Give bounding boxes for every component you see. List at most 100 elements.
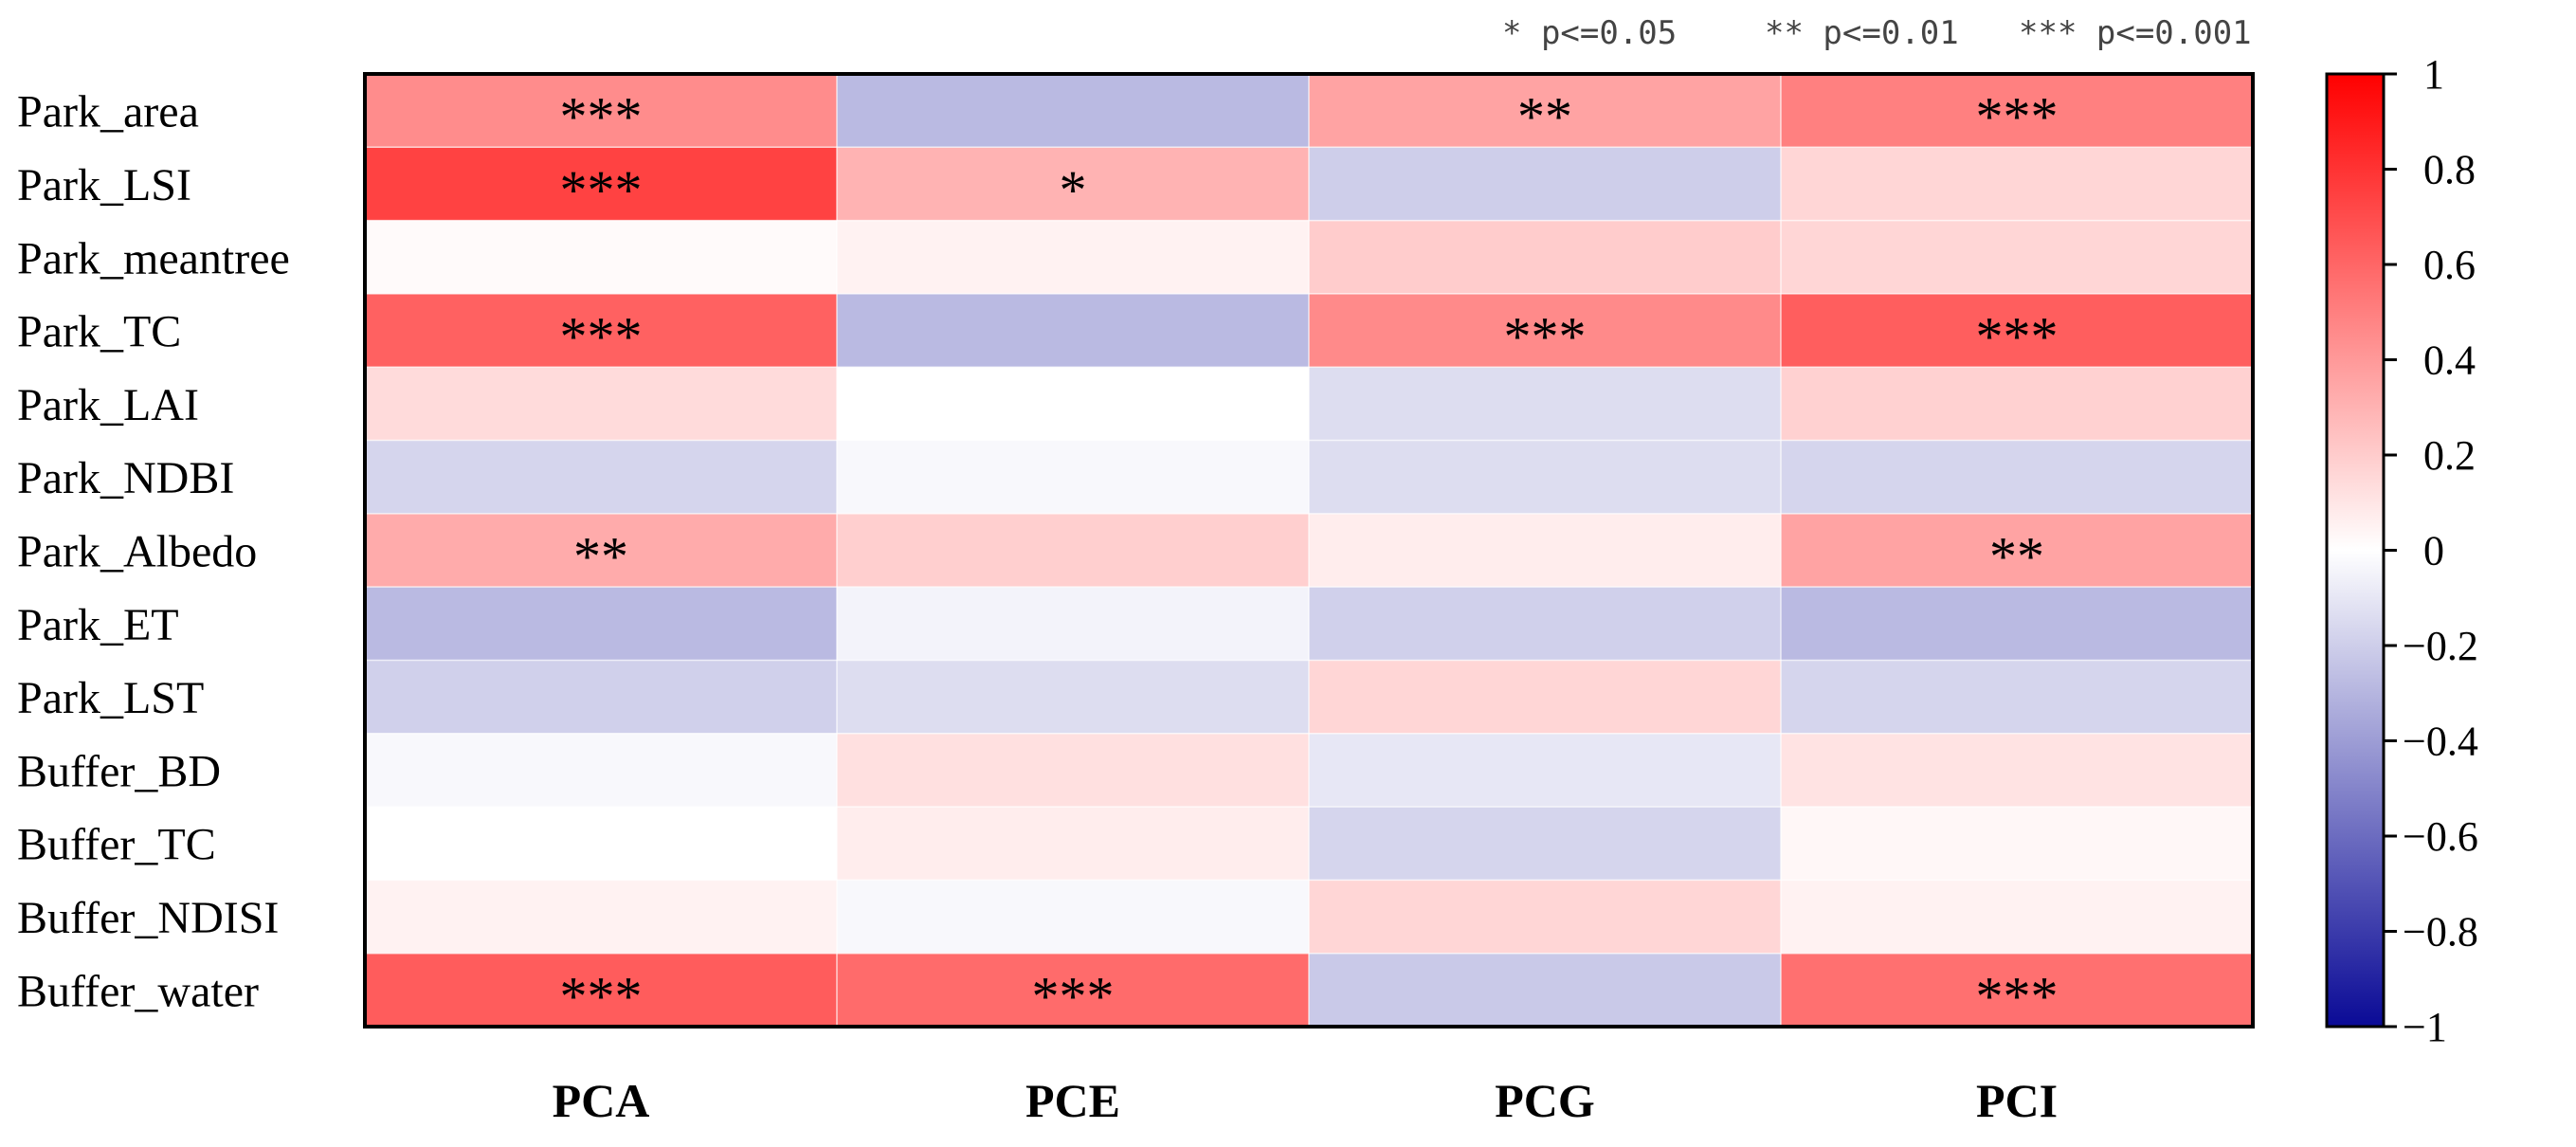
heatmap-cell-buffer_water-pcg	[1309, 953, 1782, 1028]
colorbar-tick-label: −0.6	[2403, 813, 2478, 860]
heatmap-cell-park_lai-pci	[1781, 367, 2254, 442]
row-label: Park_Albedo	[17, 527, 257, 577]
heatmap-cell-buffer_tc-pce	[837, 807, 1310, 881]
row-label: Park_LST	[17, 673, 204, 723]
heatmap-grid	[363, 72, 2255, 1029]
significance-marks: *** ** ****** **** *** ***** ***** *** ***	[560, 86, 2059, 1028]
heatmap-cell-park_lst-pce	[837, 660, 1310, 735]
heatmap-cell-buffer_tc-pcg	[1309, 807, 1782, 881]
column-label: PCA	[553, 1074, 650, 1127]
significance-legend: * p<=0.05 ** p<=0.01 *** p<=0.001	[1502, 14, 2252, 52]
heatmap-cell-park_tc-pci	[1781, 293, 2254, 368]
heatmap-cell-park_lsi-pca	[365, 147, 838, 222]
heatmap-cell-park_ndbi-pcg	[1309, 440, 1782, 515]
heatmap-cell-buffer_bd-pce	[837, 733, 1310, 808]
heatmap-cell-park_albedo-pca	[365, 513, 838, 588]
heatmap-cell-buffer_ndisi-pci	[1781, 880, 2254, 955]
colorbar: 1 0.8 0.6 0.4 0.2 0 −0.2 −0.4 −0.6 −0.8 −1	[2325, 51, 2478, 1050]
heatmap-cell-park_et-pca	[365, 587, 838, 661]
significance-mark: *	[1060, 159, 1087, 221]
column-labels: PCA PCE PCG PCI	[553, 1074, 2058, 1127]
heatmap-cell-buffer_ndisi-pce	[837, 880, 1310, 955]
significance-mark: ***	[1976, 306, 2059, 368]
colorbar-tick-label: −0.8	[2403, 909, 2478, 956]
colorbar-tick-label: −0.4	[2403, 719, 2478, 765]
colorbar-tick-label: 0.6	[2423, 242, 2476, 288]
colorbar-tick-label: 0.4	[2423, 337, 2476, 384]
heatmap-cell-buffer_water-pci	[1781, 953, 2254, 1028]
row-label: Buffer_NDISI	[17, 893, 279, 943]
significance-mark: ***	[1976, 86, 2059, 148]
row-labels: Park_area Park_LSI Park_meantree Park_TC Par…	[17, 87, 290, 1017]
heatmap-cell-park_ndbi-pci	[1781, 440, 2254, 515]
heatmap-cell-park_lst-pca	[365, 660, 838, 735]
heatmap-cell-park_meantree-pce	[837, 220, 1310, 295]
significance-legend-item: * p<=0.05	[1502, 14, 1677, 52]
column-label: PCE	[1025, 1074, 1120, 1127]
heatmap-cell-park_area-pca	[365, 74, 838, 148]
row-label: Park_area	[17, 87, 199, 137]
heatmap-cell-park_lai-pce	[837, 367, 1310, 442]
heatmap-cell-park_tc-pca	[365, 293, 838, 368]
heatmap-cell-park_meantree-pcg	[1309, 220, 1782, 295]
row-label: Park_ET	[17, 600, 179, 650]
heatmap-cell-park_lst-pcg	[1309, 660, 1782, 735]
heatmap-cell-park_et-pcg	[1309, 587, 1782, 661]
heatmap-cell-park_area-pce	[837, 74, 1310, 148]
significance-mark: **	[1517, 86, 1572, 148]
heatmap-cell-park_lst-pci	[1781, 660, 2254, 735]
heatmap-cell-park_lsi-pcg	[1309, 147, 1782, 222]
heatmap-cell-park_lsi-pce	[837, 147, 1310, 222]
colorbar-gradient	[2325, 72, 2386, 1029]
significance-mark: ***	[560, 86, 643, 148]
significance-mark: ***	[560, 159, 643, 221]
colorbar-tick-label: 0	[2423, 528, 2444, 574]
row-label: Buffer_BD	[17, 746, 221, 796]
row-label: Park_NDBI	[17, 453, 234, 503]
heatmap-cell-park_area-pcg	[1309, 74, 1782, 148]
heatmap-cell-park_tc-pce	[837, 293, 1310, 368]
heatmap-cell-park_lsi-pci	[1781, 147, 2254, 222]
heatmap-cell-buffer_water-pce	[837, 953, 1310, 1028]
significance-legend-item: *** p<=0.001	[2019, 14, 2252, 52]
heatmap-cells	[365, 74, 2254, 1028]
heatmap-cell-park_meantree-pca	[365, 220, 838, 295]
heatmap-cell-park_ndbi-pce	[837, 440, 1310, 515]
heatmap-cell-park_albedo-pce	[837, 513, 1310, 588]
column-label: PCG	[1495, 1074, 1595, 1127]
heatmap-cell-park_lai-pcg	[1309, 367, 1782, 442]
significance-mark: ***	[560, 965, 643, 1027]
heatmap-cell-park_et-pce	[837, 587, 1310, 661]
column-label: PCI	[1976, 1074, 2058, 1127]
heatmap-cell-park_meantree-pci	[1781, 220, 2254, 295]
heatmap-cell-buffer_bd-pcg	[1309, 733, 1782, 808]
row-label: Park_LSI	[17, 160, 191, 210]
row-label: Park_LAI	[17, 380, 199, 430]
heatmap-cell-park_ndbi-pca	[365, 440, 838, 515]
heatmap-cell-buffer_bd-pca	[365, 733, 838, 808]
heatmap-cell-park_albedo-pcg	[1309, 513, 1782, 588]
heatmap-cell-park_tc-pcg	[1309, 293, 1782, 368]
colorbar-tick-label: 0.8	[2423, 147, 2476, 193]
significance-mark: **	[573, 526, 628, 588]
heatmap-cell-buffer_tc-pca	[365, 807, 838, 881]
heatmap-cell-buffer_ndisi-pca	[365, 880, 838, 955]
heatmap-cell-park_albedo-pci	[1781, 513, 2254, 588]
row-label: Park_TC	[17, 307, 181, 357]
colorbar-tick-label: −0.2	[2403, 623, 2478, 669]
significance-mark: ***	[1032, 965, 1115, 1027]
heatmap-cell-buffer_ndisi-pcg	[1309, 880, 1782, 955]
heatmap-cell-park_et-pci	[1781, 587, 2254, 661]
heatmap-cell-buffer_water-pca	[365, 953, 838, 1028]
row-label: Buffer_water	[17, 966, 259, 1016]
significance-legend-item: ** p<=0.01	[1765, 14, 1959, 52]
heatmap-cell-park_area-pci	[1781, 74, 2254, 148]
significance-mark: ***	[1976, 965, 2059, 1027]
heatmap-frame	[363, 72, 2255, 1029]
row-label: Buffer_TC	[17, 820, 216, 870]
colorbar-tick-label: 1	[2423, 51, 2444, 98]
row-label: Park_meantree	[17, 233, 290, 283]
heatmap-cell-park_lai-pca	[365, 367, 838, 442]
colorbar-tick-label: 0.2	[2423, 432, 2476, 479]
